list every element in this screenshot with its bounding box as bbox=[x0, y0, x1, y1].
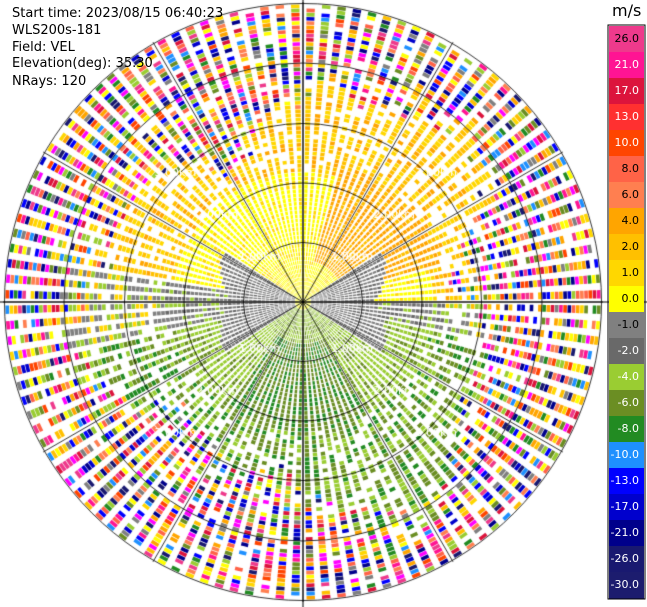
colorbar-swatch bbox=[609, 182, 644, 209]
colorbar-swatch bbox=[609, 416, 644, 443]
colorbar-swatch bbox=[609, 494, 644, 521]
field-label: Field: VEL bbox=[12, 40, 75, 55]
colorbar-tick-label: 2.0 bbox=[621, 240, 640, 253]
colorbar-swatch bbox=[609, 312, 644, 339]
colorbar-frame bbox=[607, 24, 646, 600]
colorbar-tick-label: 4.0 bbox=[621, 214, 640, 227]
colorbar-swatch bbox=[609, 130, 644, 157]
colorbar-swatch bbox=[609, 78, 644, 105]
colorbar-tick-label: -13.0 bbox=[610, 474, 639, 487]
colorbar-swatch bbox=[609, 546, 644, 573]
colorbar-swatch bbox=[609, 208, 644, 235]
colorbar-tick-label: -26.0 bbox=[610, 552, 639, 565]
colorbar-swatch bbox=[609, 468, 644, 495]
colorbar-swatch bbox=[609, 286, 644, 313]
colorbar-tick-label: 21.0 bbox=[614, 58, 640, 71]
colorbar-swatch bbox=[609, 260, 644, 287]
colorbar-swatch bbox=[609, 104, 644, 131]
colorbar-tick-label: 26.0 bbox=[614, 32, 640, 45]
colorbar-tick-label: -1.0 bbox=[617, 318, 639, 331]
colorbar-tick-label: 6.0 bbox=[621, 188, 640, 201]
colorbar-swatch bbox=[609, 520, 644, 547]
colorbar-swatch bbox=[609, 156, 644, 183]
instrument-label: WLS200s-181 bbox=[12, 23, 102, 38]
colorbar-tick-label: 10.0 bbox=[614, 136, 640, 149]
colorbar-tick-label: 13.0 bbox=[614, 110, 640, 123]
start-time-label: Start time: 2023/08/15 06:40:23 bbox=[12, 6, 224, 21]
colorbar-swatch bbox=[609, 26, 644, 53]
colorbar-unit: m/s bbox=[612, 1, 642, 20]
colorbar-swatch bbox=[609, 572, 644, 599]
colorbar-tick-label: -30.0 bbox=[610, 578, 639, 591]
colorbar-tick-label: -10.0 bbox=[610, 448, 639, 461]
colorbar-swatch bbox=[609, 364, 644, 391]
colorbar-tick-label: -4.0 bbox=[617, 370, 639, 383]
colorbar-swatch bbox=[609, 442, 644, 469]
colorbar-tick-label: 1.0 bbox=[621, 266, 640, 279]
colorbar-tick-label: 8.0 bbox=[621, 162, 640, 175]
colorbar-swatch bbox=[609, 338, 644, 365]
colorbar-tick-label: -6.0 bbox=[617, 396, 639, 409]
colorbar-swatch bbox=[609, 52, 644, 79]
colorbar-tick-label: -8.0 bbox=[617, 422, 639, 435]
colorbar-tick-label: -2.0 bbox=[617, 344, 639, 357]
colorbar-swatch bbox=[609, 390, 644, 417]
colorbar-tick-label: 17.0 bbox=[614, 84, 640, 97]
nrays-label: NRays: 120 bbox=[12, 74, 87, 89]
colorbar-tick-label: -21.0 bbox=[610, 526, 639, 539]
colorbar-tick-label: -17.0 bbox=[610, 500, 639, 513]
elevation-label: Elevation(deg): 35.30 bbox=[12, 56, 153, 71]
colorbar-tick-label: 0.0 bbox=[621, 292, 640, 305]
colorbar-swatch bbox=[609, 234, 644, 261]
